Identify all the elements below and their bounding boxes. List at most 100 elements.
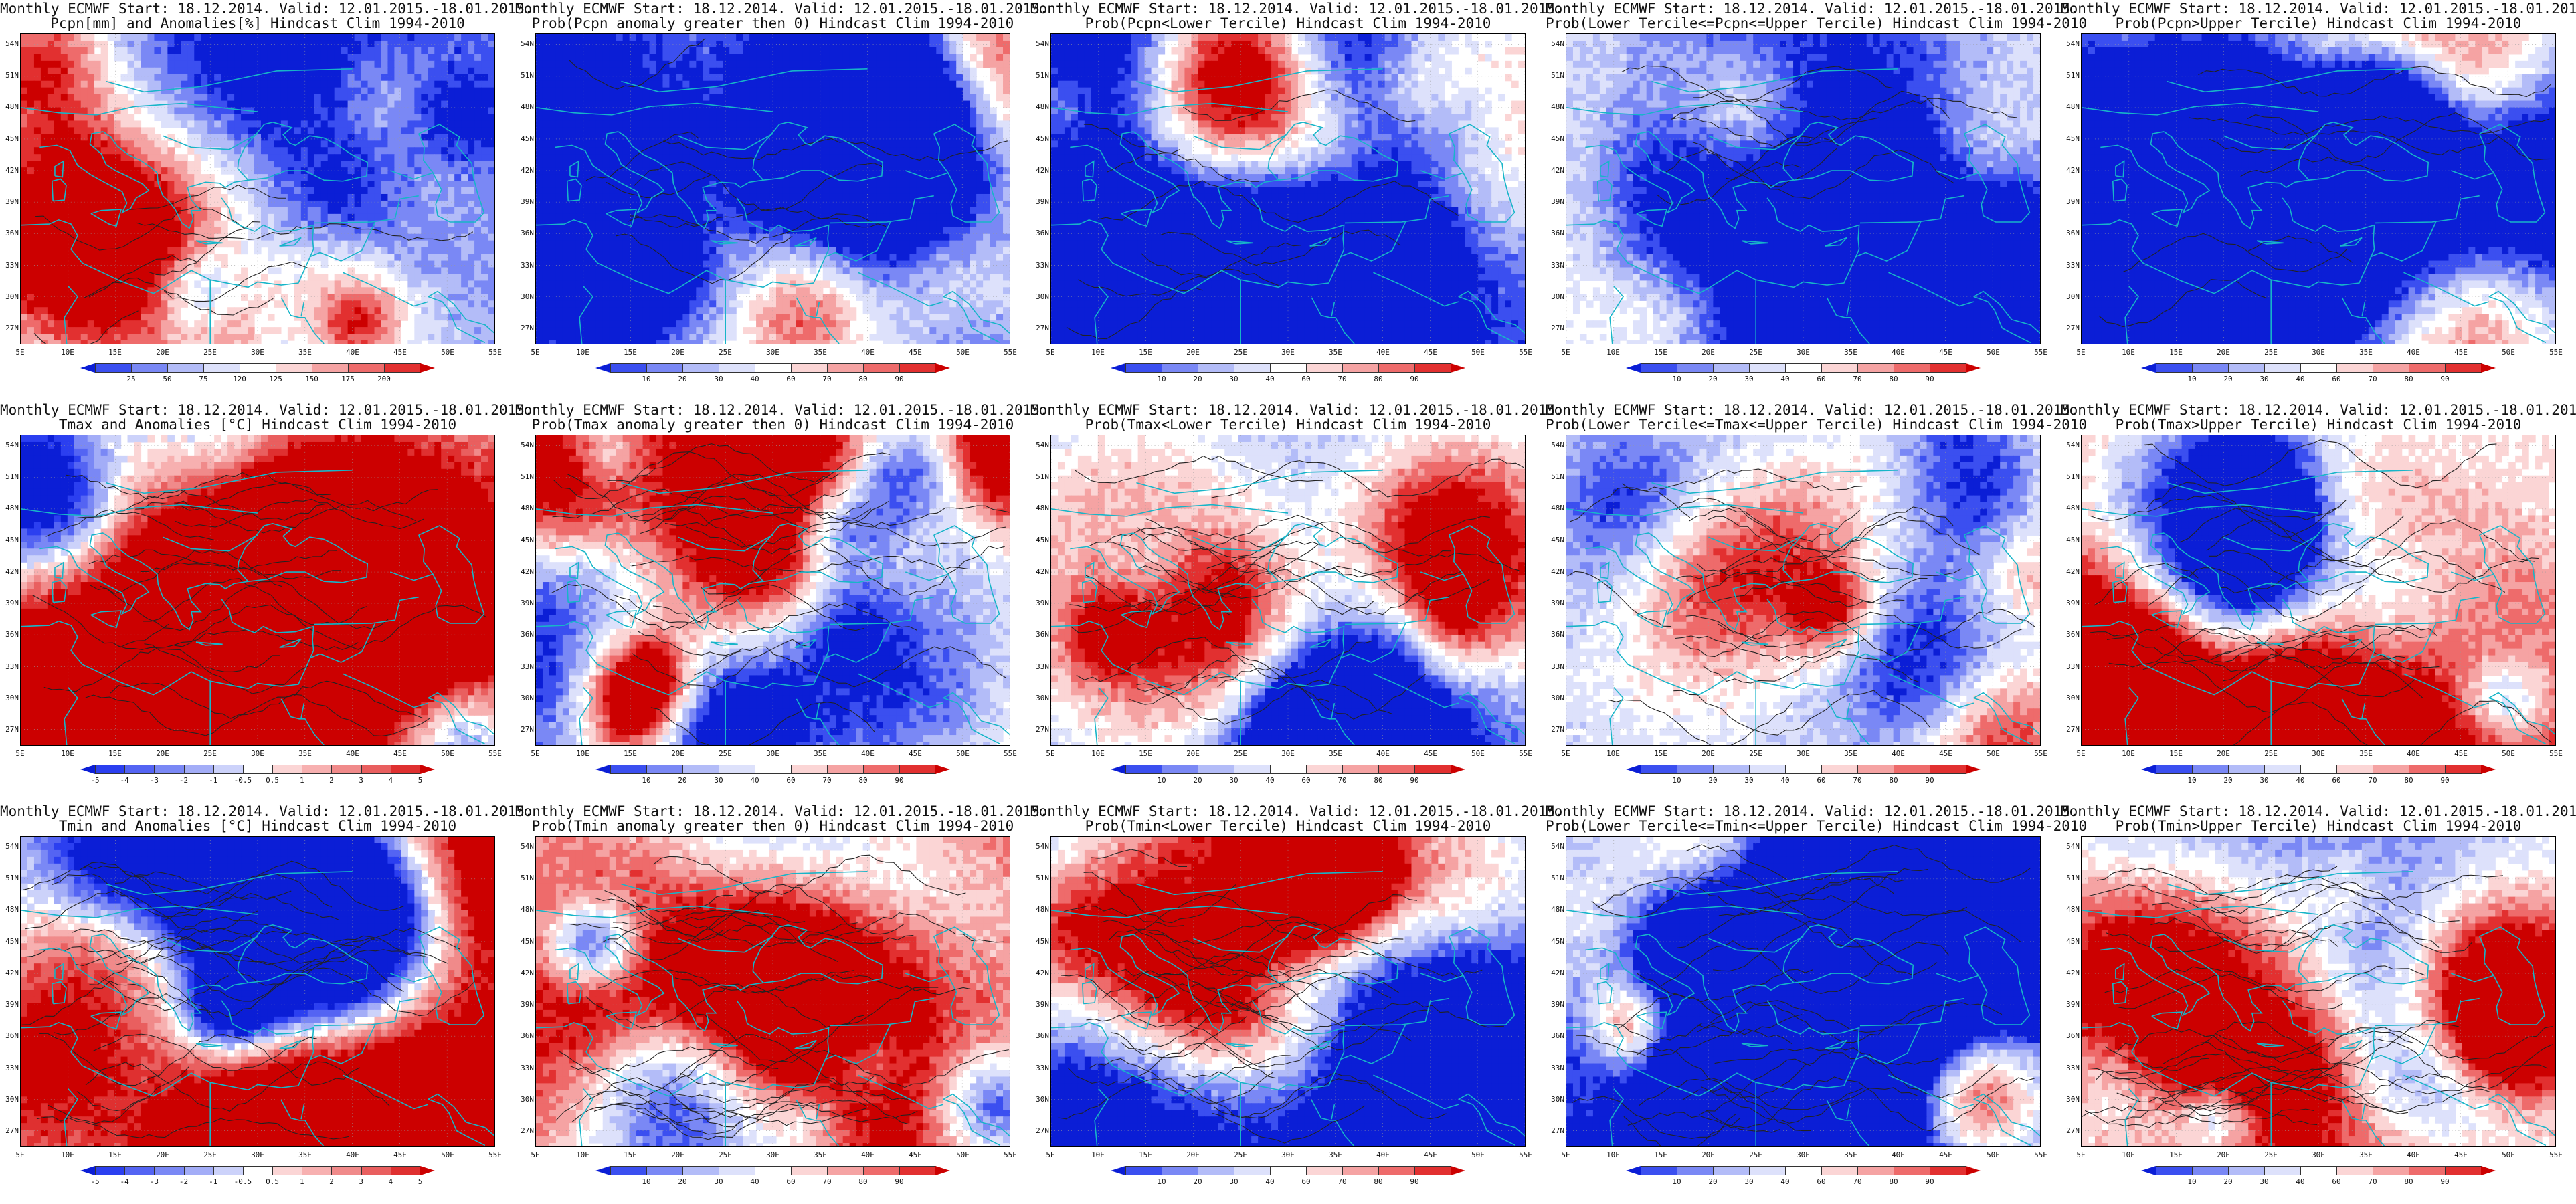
longitude-label: 10E — [2118, 348, 2138, 357]
colorbar-tick-label: 40 — [1259, 1177, 1281, 1186]
panel-title-line2: Prob(Lower Tercile<=Pcpn<=Upper Tercile)… — [1546, 16, 2087, 31]
colorbar-bin — [1125, 1166, 1162, 1175]
longitude-label: 20E — [1183, 1150, 1203, 1159]
colorbar-min-arrow — [2141, 1166, 2156, 1175]
colorbar-bin — [2445, 765, 2482, 774]
colorbar-tick-label: 70 — [1331, 375, 1354, 383]
longitude-label: 35E — [295, 1150, 315, 1159]
latitude-label: 48N — [2062, 905, 2080, 914]
colorbar-bin — [348, 363, 385, 373]
longitude-label: 25E — [200, 749, 220, 758]
colorbar-tick-label: 80 — [852, 1177, 875, 1186]
longitude-label: 55E — [2546, 348, 2566, 357]
map-frame — [1050, 33, 1526, 344]
latitude-label: 33N — [517, 261, 534, 270]
colorbar-bin — [302, 1166, 332, 1175]
longitude-label: 40E — [1373, 348, 1393, 357]
shaded-field — [2082, 34, 2555, 344]
colorbar-tick-label: 80 — [1367, 1177, 1390, 1186]
colorbar-bin — [1677, 363, 1714, 373]
longitude-label: 15E — [1135, 1150, 1156, 1159]
latitude-label: 48N — [1, 102, 19, 111]
colorbar-bin — [2192, 1166, 2229, 1175]
colorbar-tick-label: 70 — [2361, 1177, 2384, 1186]
longitude-label: 30E — [248, 348, 268, 357]
map-field — [1051, 435, 1525, 745]
colorbar-bin — [124, 1166, 155, 1175]
longitude-label: 35E — [1325, 1150, 1346, 1159]
latitude-label: 39N — [1, 599, 19, 607]
isolines — [32, 472, 487, 737]
latitude-label: 39N — [2062, 599, 2080, 607]
panel-title-line1: Monthly ECMWF Start: 18.12.2014. Valid: … — [0, 804, 533, 819]
latitude-label: 45N — [517, 937, 534, 946]
panel-title-line1: Monthly ECMWF Start: 18.12.2014. Valid: … — [515, 403, 1048, 418]
longitude-label: 25E — [1746, 749, 1766, 758]
colorbar-bin — [2445, 363, 2482, 373]
latitude-label: 33N — [2062, 1064, 2080, 1072]
longitude-label: 5E — [525, 749, 545, 758]
panel-title-line1: Monthly ECMWF Start: 18.12.2014. Valid: … — [515, 804, 1048, 819]
map-frame — [1050, 435, 1526, 746]
latitude-label: 45N — [1, 536, 19, 544]
longitude-label: 25E — [2261, 1150, 2281, 1159]
colorbar-tick-label: 2 — [320, 1177, 343, 1186]
map-frame — [20, 836, 495, 1147]
colorbar-bin — [2192, 765, 2229, 774]
colorbar: -5 -4 -3 -2 -1 -0.5 0.5 1 2 3 4 5 — [80, 1166, 435, 1186]
map-field — [1051, 837, 1525, 1146]
longitude-label: 40E — [858, 1150, 878, 1159]
colorbar-bin — [755, 765, 792, 774]
latitude-label: 39N — [2062, 197, 2080, 206]
colorbar-tick-label: 30 — [2253, 375, 2276, 383]
colorbar-tick-label: 40 — [1259, 375, 1281, 383]
colorbar: 10 20 30 40 60 70 80 90 — [1626, 363, 1981, 383]
latitude-label: 27N — [517, 1126, 534, 1135]
colorbar-tick-label: 90 — [2433, 776, 2456, 785]
latitude-label: 54N — [1547, 842, 1564, 851]
longitude-label: 30E — [1793, 348, 1813, 357]
latitude-label: 45N — [517, 536, 534, 544]
colorbar-bin — [312, 363, 349, 373]
colorbar-tick-label: 80 — [1882, 1177, 1905, 1186]
colorbar-tick-label: 40 — [743, 776, 766, 785]
longitude-label: 25E — [200, 348, 220, 357]
longitude-label: 20E — [2213, 348, 2233, 357]
colorbar-tick-label: 40 — [1774, 1177, 1797, 1186]
map-frame — [2081, 33, 2556, 344]
longitude-label: 20E — [153, 348, 173, 357]
longitude-label: 15E — [2166, 749, 2186, 758]
latitude-label: 51N — [1547, 472, 1564, 481]
colorbar: 10 20 30 40 60 70 80 90 — [595, 1166, 950, 1186]
longitude-label: 5E — [1040, 348, 1061, 357]
colorbar-tick-label: 30 — [1222, 375, 1245, 383]
colorbar-tick-label: 70 — [816, 1177, 838, 1186]
colorbar-bin — [384, 363, 421, 373]
colorbar: 25 50 75 120 125 150 175 200 — [80, 363, 435, 383]
isolines — [555, 854, 1009, 1140]
colorbar-tick-label: 40 — [743, 375, 766, 383]
latitude-label: 30N — [1, 1095, 19, 1104]
longitude-label: 10E — [1088, 348, 1108, 357]
colorbar-bin — [2264, 1166, 2301, 1175]
map-frame — [1566, 33, 2041, 344]
colorbar-tick-label: 30 — [2253, 776, 2276, 785]
map-field — [1566, 34, 2040, 344]
coastlines — [1051, 68, 1525, 344]
colorbar-tick-label: 30 — [707, 1177, 730, 1186]
longitude-label: 40E — [1888, 1150, 1908, 1159]
colorbar-tick-label: 10 — [1665, 1177, 1688, 1186]
longitude-label: 15E — [620, 749, 640, 758]
colorbar-bin — [1821, 363, 1858, 373]
colorbar-tick-label: 80 — [1882, 375, 1905, 383]
longitude-label: 50E — [2498, 348, 2518, 357]
latitude-label: 39N — [1547, 197, 1564, 206]
longitude-label: 20E — [2213, 749, 2233, 758]
colorbar-tick-label: 90 — [1918, 1177, 1941, 1186]
colorbar-min-arrow — [2141, 765, 2156, 774]
colorbar-tick-label: 80 — [852, 776, 875, 785]
colorbar-tick-label: 120 — [228, 375, 251, 383]
latitude-label: 27N — [1547, 324, 1564, 332]
longitude-label: 50E — [1468, 749, 1488, 758]
latitude-label: 45N — [2062, 536, 2080, 544]
